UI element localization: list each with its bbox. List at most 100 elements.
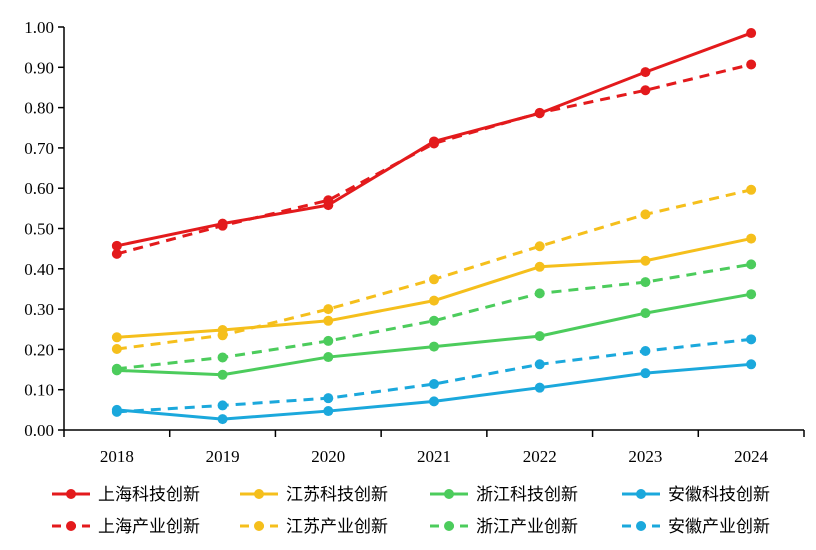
x-tick-label: 2018 [100,447,134,466]
data-point [111,248,122,259]
data-point [640,85,651,96]
y-tick-label: 0.50 [24,220,54,239]
data-point [323,406,334,417]
legend-label: 江苏产业创新 [286,517,388,537]
data-point [429,315,439,326]
data-point [534,331,545,342]
legend-label: 浙江产业创新 [476,517,578,537]
data-point [429,136,439,147]
data-point [111,332,122,343]
data-point [746,28,757,39]
legend-item: 江苏科技创新 [240,485,388,505]
legend-swatch-marker [254,489,264,499]
legend-swatch-marker [636,521,646,531]
x-tick-label: 2020 [311,447,345,466]
y-tick-label: 0.40 [24,260,54,279]
y-tick-label: 0.20 [24,340,54,359]
legend-item: 上海科技创新 [52,485,200,505]
data-point [323,335,334,346]
legend-item: 浙江产业创新 [430,517,578,537]
series-layer [111,28,757,425]
x-axis-ticks: 2018 2019 2020 2021 2022 2023 2024 [63,430,805,466]
x-tick-label: 2019 [206,447,240,466]
y-tick-label: 0.30 [24,300,54,319]
legend-item: 安徽产业创新 [622,517,770,537]
y-tick-label: 0.70 [24,139,54,158]
x-tick-label: 2023 [628,447,662,466]
data-point [534,261,545,272]
data-point [640,209,651,220]
y-tick-label: 0.00 [24,421,54,440]
data-point [746,289,757,300]
data-point [217,325,228,336]
data-point [534,359,545,370]
data-point [746,359,757,370]
legend-item: 安徽科技创新 [622,485,770,505]
data-point [429,379,439,390]
legend-label: 江苏科技创新 [286,485,388,505]
legend-label: 上海产业创新 [98,517,200,537]
data-point [429,274,439,285]
x-tick-label: 2024 [734,447,769,466]
series-solid-2 [111,289,757,380]
series-dashed-5 [111,184,757,354]
series-dashed-4 [111,59,757,259]
data-point [217,400,228,411]
legend-label: 安徽产业创新 [668,517,770,537]
legend-item: 江苏产业创新 [240,517,388,537]
series-solid-1 [111,233,757,343]
legend-swatch-marker [444,521,454,531]
data-point [534,241,545,252]
legend-label: 浙江科技创新 [476,485,578,505]
data-point [111,404,122,415]
data-point [746,259,757,270]
data-point [429,295,439,306]
legend-swatch-marker [444,489,454,499]
data-point [323,393,334,404]
data-point [323,200,334,211]
data-point [217,414,228,425]
legend-swatch-marker [254,521,264,531]
y-tick-label: 0.10 [24,381,54,400]
y-axis-ticks: 0.00 0.10 0.20 0.30 0.40 0.50 0.60 0.70 0.80 0.90… [24,18,64,440]
data-point [640,368,651,379]
legend-swatch-marker [66,521,76,531]
legend-label: 上海科技创新 [98,485,200,505]
y-tick-label: 1.00 [24,18,54,37]
data-point [111,365,122,376]
data-point [640,67,651,78]
data-point [217,218,228,229]
legend-label: 安徽科技创新 [668,485,770,505]
data-point [111,343,122,354]
legend-item: 浙江科技创新 [430,485,578,505]
data-point [640,255,651,266]
series-solid-0 [111,28,757,251]
series-line [116,292,752,377]
data-point [429,396,439,407]
data-point [534,382,545,393]
data-point [746,59,757,70]
series-line [116,362,752,421]
legend-item: 上海产业创新 [52,517,200,537]
data-point [746,334,757,345]
data-point [534,108,545,119]
data-point [217,369,228,380]
data-point [217,352,228,363]
data-point [323,304,334,315]
data-point [640,346,651,357]
series-solid-3 [111,359,757,425]
y-tick-label: 0.80 [24,99,54,118]
legend-swatch-marker [66,489,76,499]
y-tick-label: 0.60 [24,179,54,198]
x-tick-label: 2022 [523,447,557,466]
data-point [640,277,651,288]
legend-swatch-marker [636,489,646,499]
data-point [534,288,545,299]
plot-area: 0.00 0.10 0.20 0.30 0.40 0.50 0.60 0.70 0.80 0.90… [24,18,805,466]
data-point [323,352,334,363]
x-tick-label: 2021 [417,447,451,466]
data-point [111,240,122,251]
data-point [640,308,651,319]
